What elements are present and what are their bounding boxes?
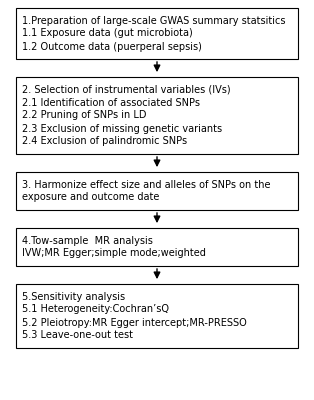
Bar [16, 284, 298, 348]
Text: 5.2 Pleiotropy:MR Egger intercept;MR-PRESSO: 5.2 Pleiotropy:MR Egger intercept;MR-PRE… [22, 318, 246, 328]
Text: exposure and outcome date: exposure and outcome date [22, 192, 159, 202]
Text: 1.1 Exposure data (gut microbiota): 1.1 Exposure data (gut microbiota) [22, 28, 192, 38]
Text: 2. Selection of instrumental variables (IVs): 2. Selection of instrumental variables (… [22, 84, 230, 94]
Text: 2.1 Identification of associated SNPs: 2.1 Identification of associated SNPs [22, 98, 200, 108]
Text: 5.3 Leave-one-out test: 5.3 Leave-one-out test [22, 330, 133, 340]
Text: 1.2 Outcome data (puerperal sepsis): 1.2 Outcome data (puerperal sepsis) [22, 42, 202, 52]
Text: 2.3 Exclusion of missing genetic variants: 2.3 Exclusion of missing genetic variant… [22, 124, 222, 134]
Text: 4.Tow-sample  MR analysis: 4.Tow-sample MR analysis [22, 236, 153, 246]
Text: IVW;MR Egger;simple mode;weighted: IVW;MR Egger;simple mode;weighted [22, 248, 206, 258]
Bar [16, 77, 298, 154]
Text: 5.1 Heterogeneity:Cochran’sQ: 5.1 Heterogeneity:Cochran’sQ [22, 304, 169, 314]
Text: 3. Harmonize effect size and alleles of SNPs on the: 3. Harmonize effect size and alleles of … [22, 180, 270, 190]
Text: 1.Preparation of large-scale GWAS summary statsitics: 1.Preparation of large-scale GWAS summar… [22, 16, 285, 26]
Text: 2.4 Exclusion of palindromic SNPs: 2.4 Exclusion of palindromic SNPs [22, 136, 187, 146]
Bar [16, 172, 298, 210]
Text: 2.2 Pruning of SNPs in LD: 2.2 Pruning of SNPs in LD [22, 110, 146, 120]
Bar [16, 228, 298, 266]
Bar [16, 8, 298, 59]
Text: 5.Sensitivity analysis: 5.Sensitivity analysis [22, 292, 125, 302]
